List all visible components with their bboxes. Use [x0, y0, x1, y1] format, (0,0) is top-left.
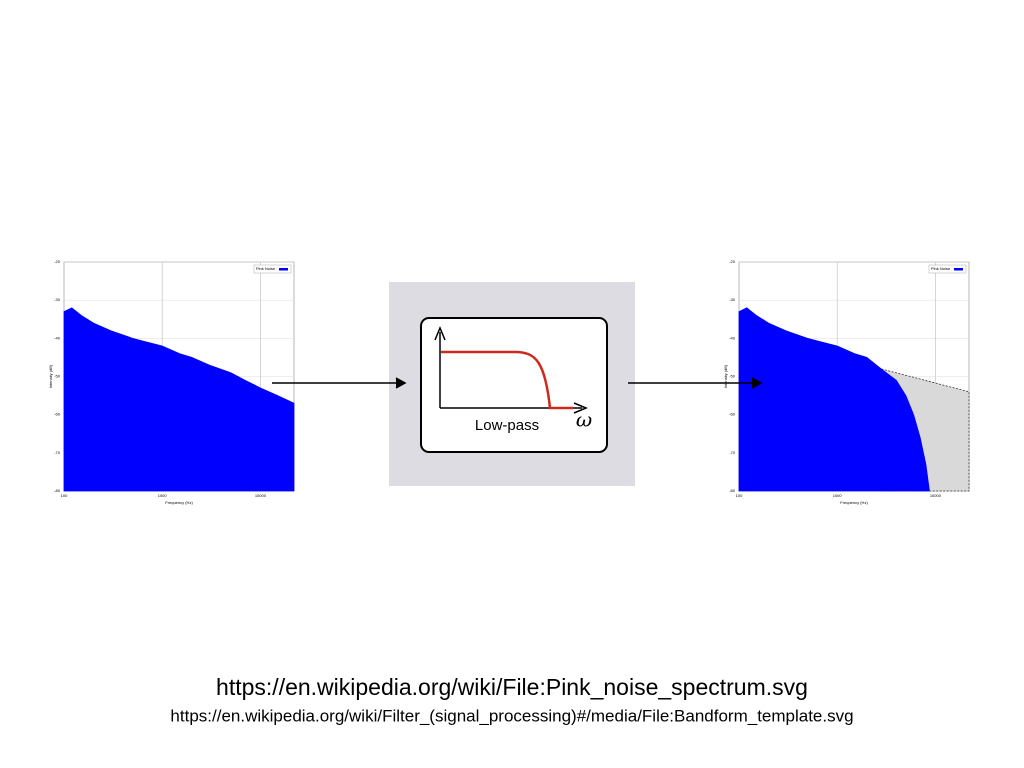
filter-response [441, 350, 573, 410]
filter-y-axis [434, 326, 446, 408]
filter-symbol: ω [576, 408, 592, 432]
y-tick-label: -60 [729, 412, 736, 417]
spectrum-area [738, 307, 930, 492]
y-tick-label: -20 [729, 259, 736, 264]
legend-label: Pink Noise [931, 266, 951, 271]
legend-label: Pink Noise [256, 266, 276, 271]
arrow [628, 377, 763, 389]
x-tick-label: 100 [736, 493, 743, 498]
y-tick-label: -40 [54, 335, 61, 340]
legend-box [253, 264, 292, 274]
x-tick-label: 10000 [930, 493, 942, 498]
y-tick-label: -30 [54, 297, 61, 302]
y-tick-label: -30 [729, 297, 736, 302]
source-link: https://en.wikipedia.org/wiki/Filter_(si… [170, 706, 853, 725]
x-axis-label: Frequency (Hz) [165, 500, 193, 505]
y-tick-label: -40 [729, 335, 736, 340]
y-tick-label: -20 [54, 259, 61, 264]
source-link: https://en.wikipedia.org/wiki/File:Pink_… [216, 674, 808, 700]
y-tick-label: -80 [54, 488, 61, 493]
y-axis-label: Intensity (dB) [723, 364, 728, 388]
filter-label: Low-pass [475, 417, 539, 434]
y-tick-label: -50 [729, 374, 736, 379]
spectrum-area [63, 307, 295, 492]
legend-swatch [279, 268, 288, 271]
legend-box [928, 264, 967, 274]
y-tick-label: -80 [729, 488, 736, 493]
y-tick-label: -70 [729, 450, 736, 455]
y-axis-label: Intensity (dB) [48, 364, 53, 388]
x-tick-label: 1000 [158, 493, 168, 498]
x-tick-label: 1000 [833, 493, 843, 498]
y-tick-label: -60 [54, 412, 61, 417]
y-tick-label: -70 [54, 450, 61, 455]
x-tick-label: 10000 [255, 493, 267, 498]
x-tick-label: 100 [61, 493, 68, 498]
x-axis-label: Frequency (Hz) [840, 500, 868, 505]
arrow [272, 377, 407, 389]
legend-swatch [954, 268, 963, 271]
y-tick-label: -50 [54, 374, 61, 379]
